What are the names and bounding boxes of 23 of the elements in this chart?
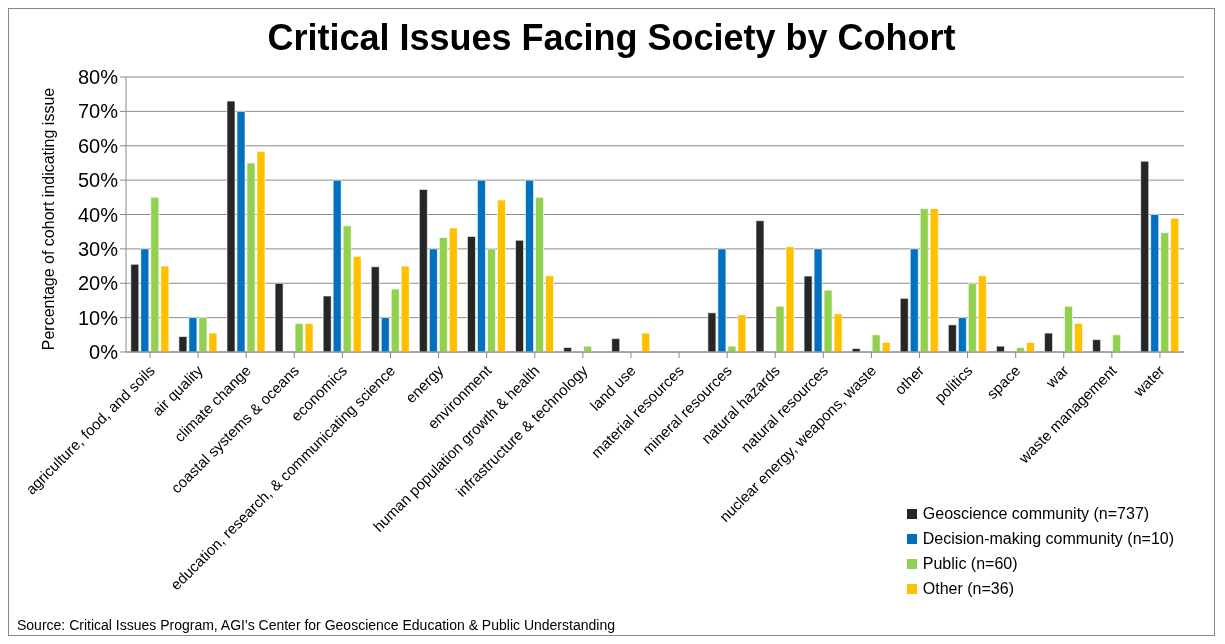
y-tick-label: 20% bbox=[77, 272, 119, 295]
bar bbox=[1044, 332, 1053, 352]
y-tick-label: 30% bbox=[77, 237, 119, 260]
bar bbox=[1092, 339, 1101, 352]
chart-title: Critical Issues Facing Society by Cohort bbox=[266, 17, 957, 59]
bar bbox=[1112, 334, 1121, 352]
bar bbox=[755, 220, 765, 352]
legend-label: Decision-making community (n=10) bbox=[922, 529, 1174, 548]
y-tick-label: 70% bbox=[77, 100, 119, 123]
legend-label: Geoscience community (n=737) bbox=[922, 504, 1150, 523]
bar bbox=[274, 282, 284, 352]
bar bbox=[641, 332, 651, 352]
legend-label: Other (n=36) bbox=[922, 579, 1014, 598]
y-tick-label: 10% bbox=[77, 306, 119, 329]
source-note: Source: Critical Issues Program, AGI's Center for Geoscience Education & Public Understanding bbox=[17, 617, 615, 633]
y-tick-label: 0% bbox=[89, 341, 119, 364]
y-tick-label: 60% bbox=[77, 134, 119, 157]
bar bbox=[611, 338, 621, 352]
y-tick-label: 40% bbox=[77, 203, 119, 226]
legend-label: Public (n=60) bbox=[922, 554, 1018, 573]
y-tick-label: 80% bbox=[77, 66, 119, 89]
y-tick-label: 50% bbox=[77, 169, 119, 192]
y-axis-title: Percentage of cohort indicating issue bbox=[40, 87, 58, 351]
